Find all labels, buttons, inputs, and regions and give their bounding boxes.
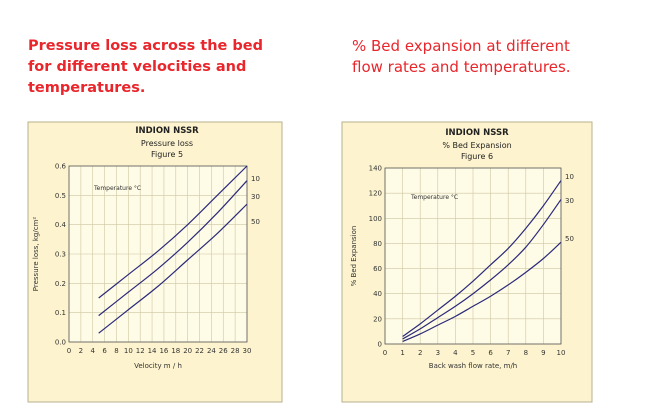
x-tick-label: 0 [67,347,71,355]
series-line-10 [98,165,248,299]
chart-subtitle: % Bed Expansion [442,141,511,150]
x-tick-label: 0 [383,349,387,357]
series-line-50 [402,241,562,343]
y-axis-label: % Bed Expansion [350,226,358,287]
temperature-annotation: Temperature °C [93,185,141,192]
series-line-10 [402,180,562,337]
x-tick-label: 6 [488,349,493,357]
x-tick-label: 9 [541,349,545,357]
x-tick-label: 10 [124,347,133,355]
y-tick-label: 0.4 [55,221,67,229]
y-axis-label: Pressure loss, kg/cm² [32,217,40,292]
y-tick-label: 0.2 [55,280,66,288]
x-tick-label: 28 [231,347,240,355]
x-tick-label: 4 [453,349,458,357]
axis-box [68,165,248,343]
x-tick-label: 10 [557,349,566,357]
x-tick-label: 6 [102,347,107,355]
y-tick-label: 100 [369,215,382,223]
y-tick-label: 0.6 [55,163,67,171]
caption-line: % Bed expansion at different [352,37,570,55]
chart-1: 0 2 4 6 8 10 12 14 16 18 20 22 24 26 28 300.00.10.20.30… [27,121,283,403]
y-tick-label: 0.5 [55,192,66,200]
x-tick-label: 2 [418,349,422,357]
x-tick-label: 7 [506,349,510,357]
x-tick-label: 18 [171,347,180,355]
y-tick-label: 40 [373,290,382,298]
y-tick-label: 60 [373,265,382,273]
y-tick-label: 80 [373,240,382,248]
caption-line: flow rates and temperatures. [352,58,571,76]
caption-line: for different velocities and [28,59,247,75]
x-tick-label: 12 [136,347,145,355]
x-axis-label: Velocity m / h [134,362,182,370]
caption-line: Pressure loss across the bed [28,38,264,54]
x-tick-label: 24 [207,347,216,355]
figure-label: Figure 5 [151,150,183,159]
series-line-30 [402,199,562,340]
x-tick-label: 16 [159,347,168,355]
x-tick-label: 30 [243,347,252,355]
x-tick-label: 26 [219,347,228,355]
series-line-30 [98,180,248,317]
series-label-10: 10 [251,175,260,183]
y-tick-label: 0.3 [55,251,66,259]
x-tick-label: 3 [436,349,440,357]
y-tick-label: 0.0 [55,339,66,347]
x-tick-label: 22 [195,347,204,355]
series-label-30: 30 [251,193,260,201]
chart-subtitle: Pressure loss [141,139,193,148]
y-tick-label: 0 [378,341,382,349]
y-tick-label: 140 [369,165,382,173]
chart-title: INDION NSSR [445,128,509,138]
series-label-50: 50 [565,235,574,243]
chart-title: INDION NSSR [135,126,199,136]
x-tick-label: 20 [183,347,192,355]
x-tick-label: 14 [148,347,157,355]
x-tick-label: 2 [79,347,83,355]
caption-bed-expansion: % Bed expansion at different flow rates … [352,36,652,78]
caption-line: temperatures. [28,80,146,96]
x-tick-label: 4 [90,347,95,355]
temperature-annotation: Temperature °C [410,194,458,201]
series-label-50: 50 [251,218,260,226]
y-tick-label: 120 [369,190,382,198]
series-line-50 [98,203,248,334]
y-tick-label: 0.1 [55,309,66,317]
x-axis-label: Back wash flow rate, m/h [429,362,517,370]
caption-pressure-loss: Pressure loss across the bed for differe… [28,36,288,99]
y-tick-label: 20 [373,315,382,323]
series-label-10: 10 [565,173,574,181]
x-tick-label: 8 [114,347,118,355]
x-tick-label: 8 [524,349,528,357]
x-tick-label: 1 [400,349,404,357]
figure-label: Figure 6 [461,152,493,161]
axis-box [384,167,562,345]
series-label-30: 30 [565,197,574,205]
x-tick-label: 5 [471,349,475,357]
